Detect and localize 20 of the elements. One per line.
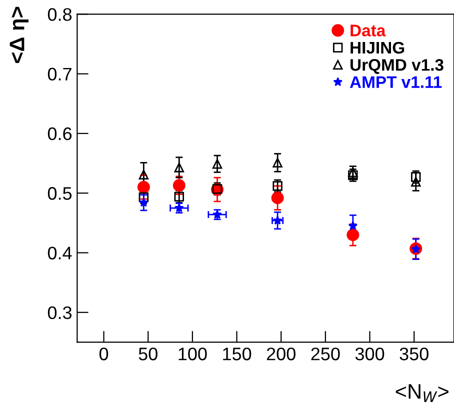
y-axis-title: <Δ η> [10,6,28,64]
x-tick-label: 200 [266,348,296,360]
x-tick-label: 350 [400,348,428,360]
x-tick-label: 150 [223,348,252,360]
y-tick-label: 0.5 [48,187,72,200]
y-tick-label: 0.8 [48,8,72,21]
legend-label: HIJING [350,42,404,54]
x-axis-title: <N$_{W}$> [396,384,448,402]
y-tick-label: 0.7 [48,68,72,81]
x-tick-label: 100 [178,348,207,360]
x-tick-label: 0 [99,348,108,360]
x-tick-label: 50 [138,348,158,360]
legend-label: UrQMD v1.3 [350,59,444,74]
legend-label: AMPT v1.11 [350,76,442,88]
y-tick-label: 0.3 [48,306,72,320]
x-tick-label: 300 [355,348,384,360]
y-tick-label: 0.6 [48,127,72,140]
x-tick-label: 250 [311,348,340,360]
y-tick-label: 0.4 [48,246,72,260]
legend-label: Data [350,24,386,36]
